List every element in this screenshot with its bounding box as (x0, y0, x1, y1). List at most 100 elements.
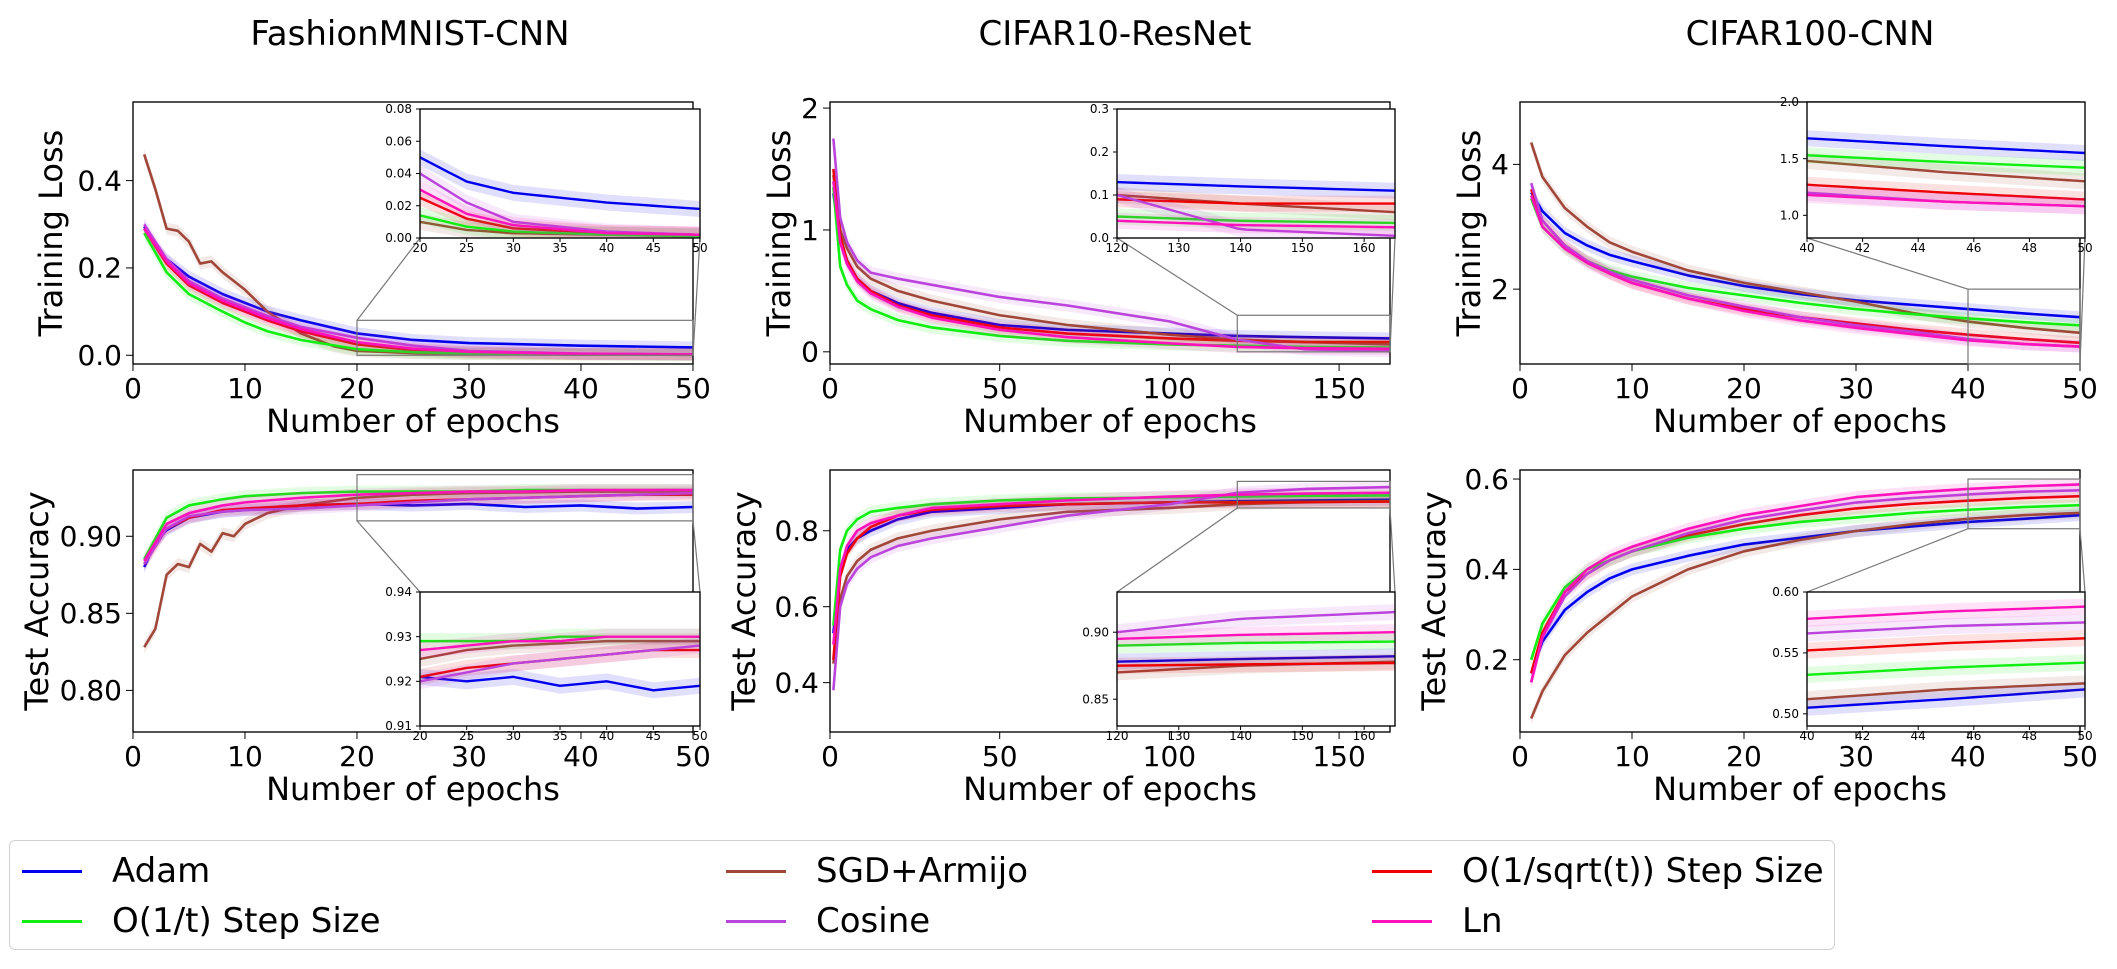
x-tick-label: 50 (2077, 241, 2092, 255)
legend-label: SGD+Armijo (816, 851, 1029, 891)
x-tick-label: 150 (1312, 372, 1365, 405)
series-band (420, 149, 700, 217)
series-line (1117, 610, 1395, 634)
y-tick-label: 2.0 (1780, 95, 1799, 109)
series-line (420, 639, 700, 661)
y-tick-label: 0.90 (60, 520, 122, 553)
zoom-connector (2079, 528, 2086, 593)
series-band (420, 207, 700, 238)
y-tick-label: 1.5 (1780, 152, 1799, 166)
y-tick-label: 0.94 (385, 585, 412, 599)
series-band (144, 222, 693, 361)
series-line (1529, 182, 2080, 348)
legend-item-o1t: O(1/t) Step Size (22, 901, 381, 941)
y-tick-label: 0.4 (774, 666, 819, 699)
x-tick-label: 44 (1911, 241, 1926, 255)
x-tick-label: 10 (227, 740, 263, 773)
series-band (420, 189, 700, 238)
legend-item-adam: Adam (22, 851, 210, 891)
series-line (143, 490, 693, 648)
x-tick-label: 150 (1291, 729, 1314, 743)
legend: Adam O(1/t) Step Size SGD+Armijo Cosine … (9, 840, 1835, 950)
series-group (1529, 136, 2080, 353)
panel-3: 0 10 20 30 40 50 2 4 Number of epochs Training Lo… (1450, 95, 2098, 440)
y-tick-label: 0.2 (1464, 644, 1509, 677)
series-band (1807, 654, 2085, 683)
panel-4: 0 10 20 30 40 50 0.80 0.85 0.90 Number of epochs T… (18, 469, 711, 808)
x-tick-label: 30 (451, 372, 487, 405)
inset-4: 20 25 30 35 40 45 50 0.91 0.92 0.93 0.94 (356, 520, 708, 743)
x-tick-label: 30 (506, 729, 521, 743)
y-axis-label: Training Loss (1450, 130, 1488, 338)
zoom-box (1967, 288, 2081, 365)
series-band (1531, 478, 2080, 689)
series-line (1807, 154, 2085, 169)
x-tick-label: 50 (692, 729, 707, 743)
y-tick-label: 0.4 (1464, 553, 1509, 586)
y-tick-label: 0.85 (1082, 692, 1109, 706)
zoom-connector (1389, 507, 1396, 593)
series-line (1529, 513, 2080, 674)
y-tick-label: 2 (1491, 273, 1509, 306)
inset-frame (1806, 591, 2086, 727)
y-tick-label: 4 (1491, 148, 1509, 181)
series-line (143, 227, 693, 356)
x-axis-label: Number of epochs (1653, 770, 1947, 808)
series-line (1529, 483, 2080, 683)
series-line (420, 156, 700, 211)
y-tick-label: 0 (801, 336, 819, 369)
series-line (1117, 631, 1395, 641)
y-tick-label: 0.04 (385, 167, 412, 181)
series-line (1529, 489, 2080, 683)
x-tick-label: 35 (552, 241, 567, 255)
x-tick-label: 160 (1353, 241, 1376, 255)
x-tick-label: 40 (599, 241, 614, 255)
y-tick-label: 0.08 (385, 102, 412, 116)
x-tick-label: 10 (1614, 740, 1650, 773)
y-tick-label: 0.0 (1090, 231, 1109, 245)
x-tick-label: 42 (1855, 729, 1870, 743)
series-line (1117, 219, 1395, 229)
series-line (1529, 511, 2080, 719)
zoom-box (1236, 314, 1391, 353)
inset-series-group (1117, 604, 1395, 681)
x-tick-label: 120 (1106, 241, 1129, 255)
y-tick-label: 0.2 (1090, 145, 1109, 159)
legend-swatch (1372, 919, 1432, 923)
y-tick-label: 0.00 (385, 231, 412, 245)
inset-frame (1806, 101, 2086, 239)
y-tick-label: 1.0 (1780, 209, 1799, 223)
x-tick-label: 130 (1167, 729, 1190, 743)
series-band (1117, 212, 1395, 236)
title-fashionmnist: FashionMNIST-CNN (250, 14, 570, 54)
series-line (1807, 661, 2085, 677)
x-tick-label: 45 (646, 729, 661, 743)
x-tick-label: 150 (1312, 740, 1365, 773)
series-line (1117, 661, 1395, 667)
inset-6: 40 42 44 46 48 50 0.50 0.55 0.60 (1772, 528, 2093, 743)
y-tick-label: 0.93 (385, 630, 412, 644)
series-band (833, 489, 1390, 632)
zoom-connector (1116, 507, 1238, 593)
x-tick-label: 40 (1950, 372, 1986, 405)
series-band (144, 484, 693, 567)
x-tick-label: 150 (1291, 241, 1314, 255)
zoom-connector (1116, 237, 1238, 316)
series-band (1531, 490, 2080, 680)
y-tick-label: 0.3 (1090, 102, 1109, 116)
x-tick-label: 160 (1353, 729, 1376, 743)
y-tick-label: 0.6 (1464, 463, 1509, 496)
y-tick-label: 0.55 (1772, 646, 1799, 660)
x-tick-label: 140 (1229, 241, 1252, 255)
x-tick-label: 40 (1799, 729, 1814, 743)
x-tick-label: 35 (552, 729, 567, 743)
zoom-connector (1389, 237, 1396, 352)
series-line (1529, 503, 2080, 661)
x-tick-label: 25 (459, 729, 474, 743)
inset-2: 120 130 140 150 160 0.0 0.1 0.2 0.3 (1090, 102, 1396, 352)
y-tick-label: 0.8 (774, 515, 819, 548)
x-tick-label: 100 (1143, 372, 1196, 405)
x-tick-label: 50 (692, 241, 707, 255)
x-axis-label: Number of epochs (963, 402, 1257, 440)
inset-frame (1116, 591, 1396, 727)
